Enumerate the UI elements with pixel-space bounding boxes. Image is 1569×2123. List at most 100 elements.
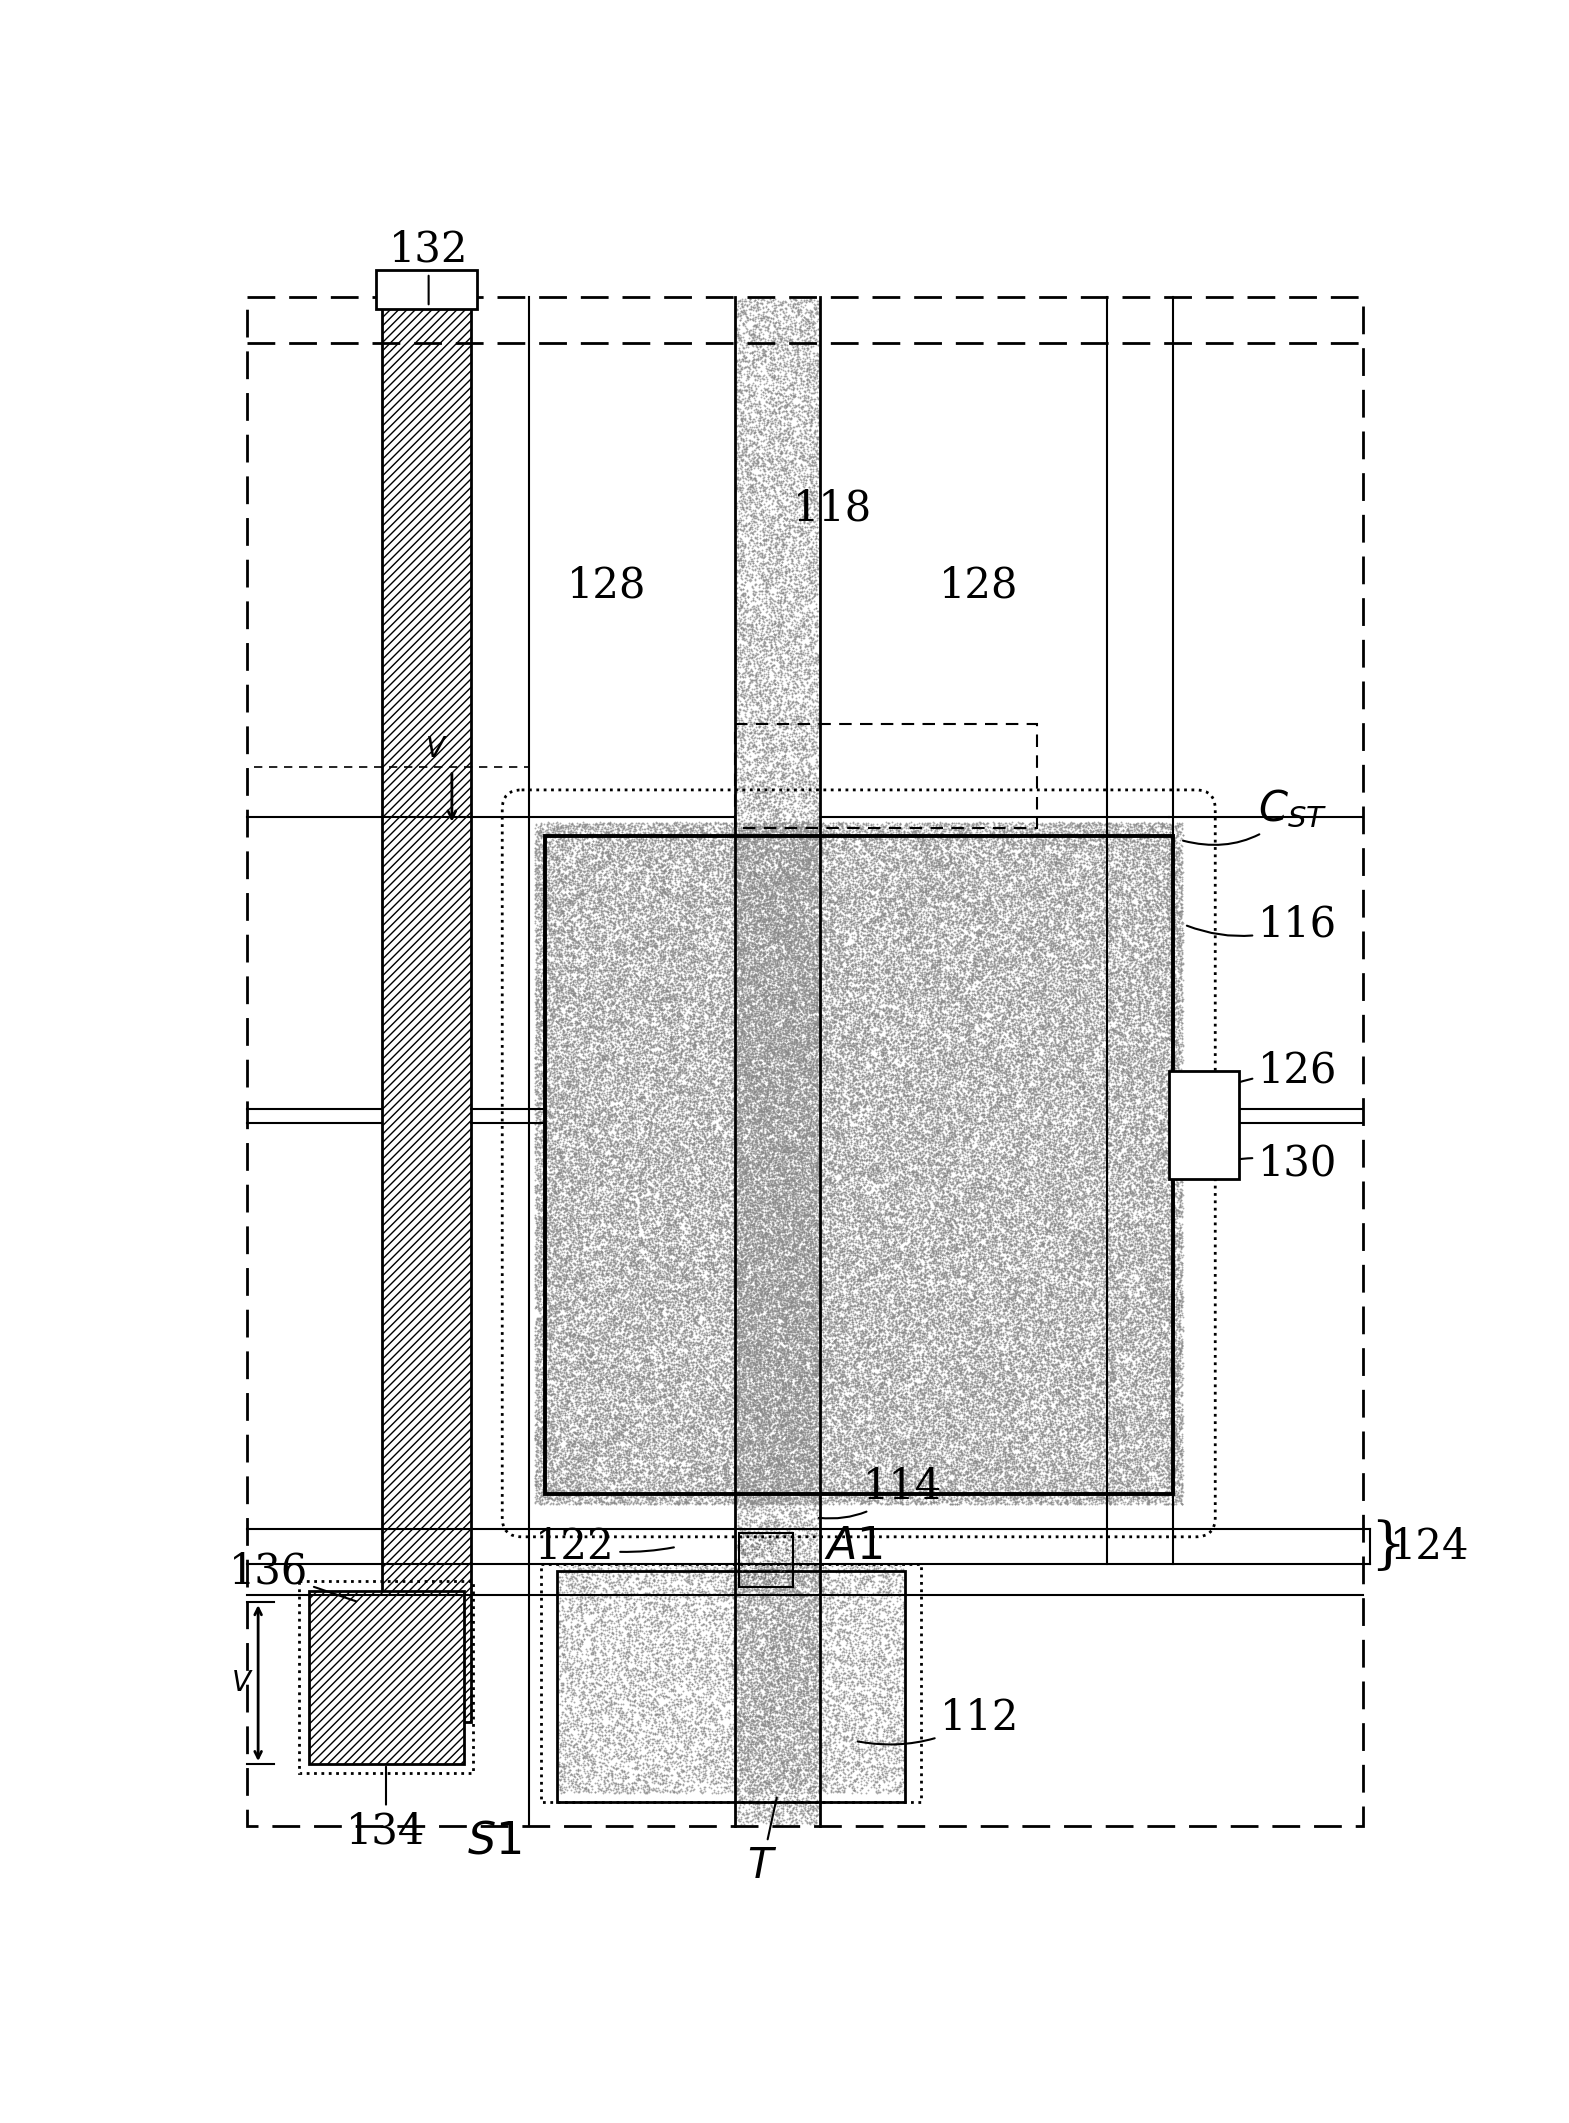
Point: [799, 773, 824, 807]
Point: [1169, 1142, 1194, 1176]
Point: [868, 972, 893, 1006]
Point: [1056, 1384, 1081, 1418]
Point: [970, 1420, 995, 1454]
Point: [860, 1030, 885, 1064]
Point: [758, 1696, 783, 1730]
Point: [886, 1304, 912, 1337]
Point: [755, 862, 780, 896]
Point: [802, 1214, 827, 1248]
Point: [549, 1091, 574, 1125]
Point: [758, 1087, 783, 1121]
Point: [741, 1395, 766, 1429]
Point: [689, 998, 714, 1032]
Point: [819, 1297, 844, 1331]
Point: [970, 949, 995, 983]
Point: [1012, 1437, 1037, 1471]
Point: [1003, 1467, 1028, 1501]
Point: [956, 1019, 981, 1053]
Point: [634, 879, 659, 913]
Point: [748, 962, 774, 996]
Point: [606, 1166, 631, 1199]
Point: [629, 1225, 654, 1259]
Point: [810, 1206, 835, 1240]
Point: [824, 964, 849, 998]
Point: [736, 1261, 761, 1295]
Point: [803, 977, 828, 1011]
Point: [701, 898, 726, 932]
Point: [615, 1183, 640, 1216]
Point: [817, 1613, 843, 1647]
Point: [828, 1374, 854, 1408]
Point: [797, 1117, 822, 1151]
Point: [1056, 1439, 1081, 1473]
Point: [866, 826, 891, 860]
Point: [897, 1066, 923, 1100]
Point: [613, 1047, 639, 1081]
Point: [712, 1314, 737, 1348]
Point: [750, 881, 775, 915]
Point: [935, 1170, 960, 1204]
Point: [890, 1388, 915, 1422]
Point: [883, 1178, 908, 1212]
Point: [730, 1365, 755, 1399]
Point: [1050, 1040, 1075, 1074]
Point: [850, 1737, 876, 1771]
Point: [654, 1140, 679, 1174]
Point: [1095, 1134, 1120, 1168]
Point: [642, 1199, 667, 1233]
Point: [802, 1047, 827, 1081]
Point: [786, 293, 811, 327]
Point: [999, 1452, 1025, 1486]
Point: [770, 675, 795, 709]
Point: [763, 896, 788, 930]
Point: [855, 1350, 880, 1384]
Point: [814, 960, 839, 994]
Point: [1141, 1208, 1166, 1242]
Point: [581, 909, 606, 943]
Point: [770, 422, 795, 456]
Point: [784, 1380, 810, 1414]
Point: [609, 1369, 634, 1403]
Point: [872, 1607, 897, 1641]
Point: [723, 1125, 748, 1159]
Point: [999, 1216, 1025, 1250]
Point: [805, 690, 830, 724]
Point: [602, 1076, 628, 1110]
Point: [711, 1013, 736, 1047]
Point: [557, 1582, 582, 1616]
Point: [1029, 1312, 1054, 1346]
Point: [593, 809, 618, 843]
Point: [800, 1715, 825, 1749]
Point: [562, 1212, 587, 1246]
Point: [945, 1142, 970, 1176]
Point: [866, 1335, 891, 1369]
Point: [948, 1469, 973, 1503]
Point: [846, 890, 871, 924]
Point: [915, 1038, 940, 1072]
Point: [841, 1267, 866, 1301]
Point: [910, 890, 935, 924]
Point: [752, 1798, 777, 1832]
Point: [529, 1006, 554, 1040]
Point: [1103, 1134, 1128, 1168]
Point: [960, 945, 985, 979]
Point: [894, 1089, 919, 1123]
Point: [783, 960, 808, 994]
Point: [728, 1340, 753, 1374]
Point: [582, 966, 607, 1000]
Point: [1098, 1429, 1123, 1463]
Point: [560, 1696, 585, 1730]
Point: [667, 991, 692, 1025]
Point: [1059, 987, 1084, 1021]
Point: [579, 826, 604, 860]
Point: [945, 964, 970, 998]
Point: [1010, 1291, 1036, 1325]
Point: [737, 1463, 763, 1497]
Point: [748, 1337, 774, 1371]
Point: [855, 1762, 880, 1796]
Point: [819, 1272, 844, 1306]
Point: [739, 926, 764, 960]
Point: [526, 1363, 551, 1397]
Point: [571, 1076, 596, 1110]
Point: [1152, 911, 1177, 945]
